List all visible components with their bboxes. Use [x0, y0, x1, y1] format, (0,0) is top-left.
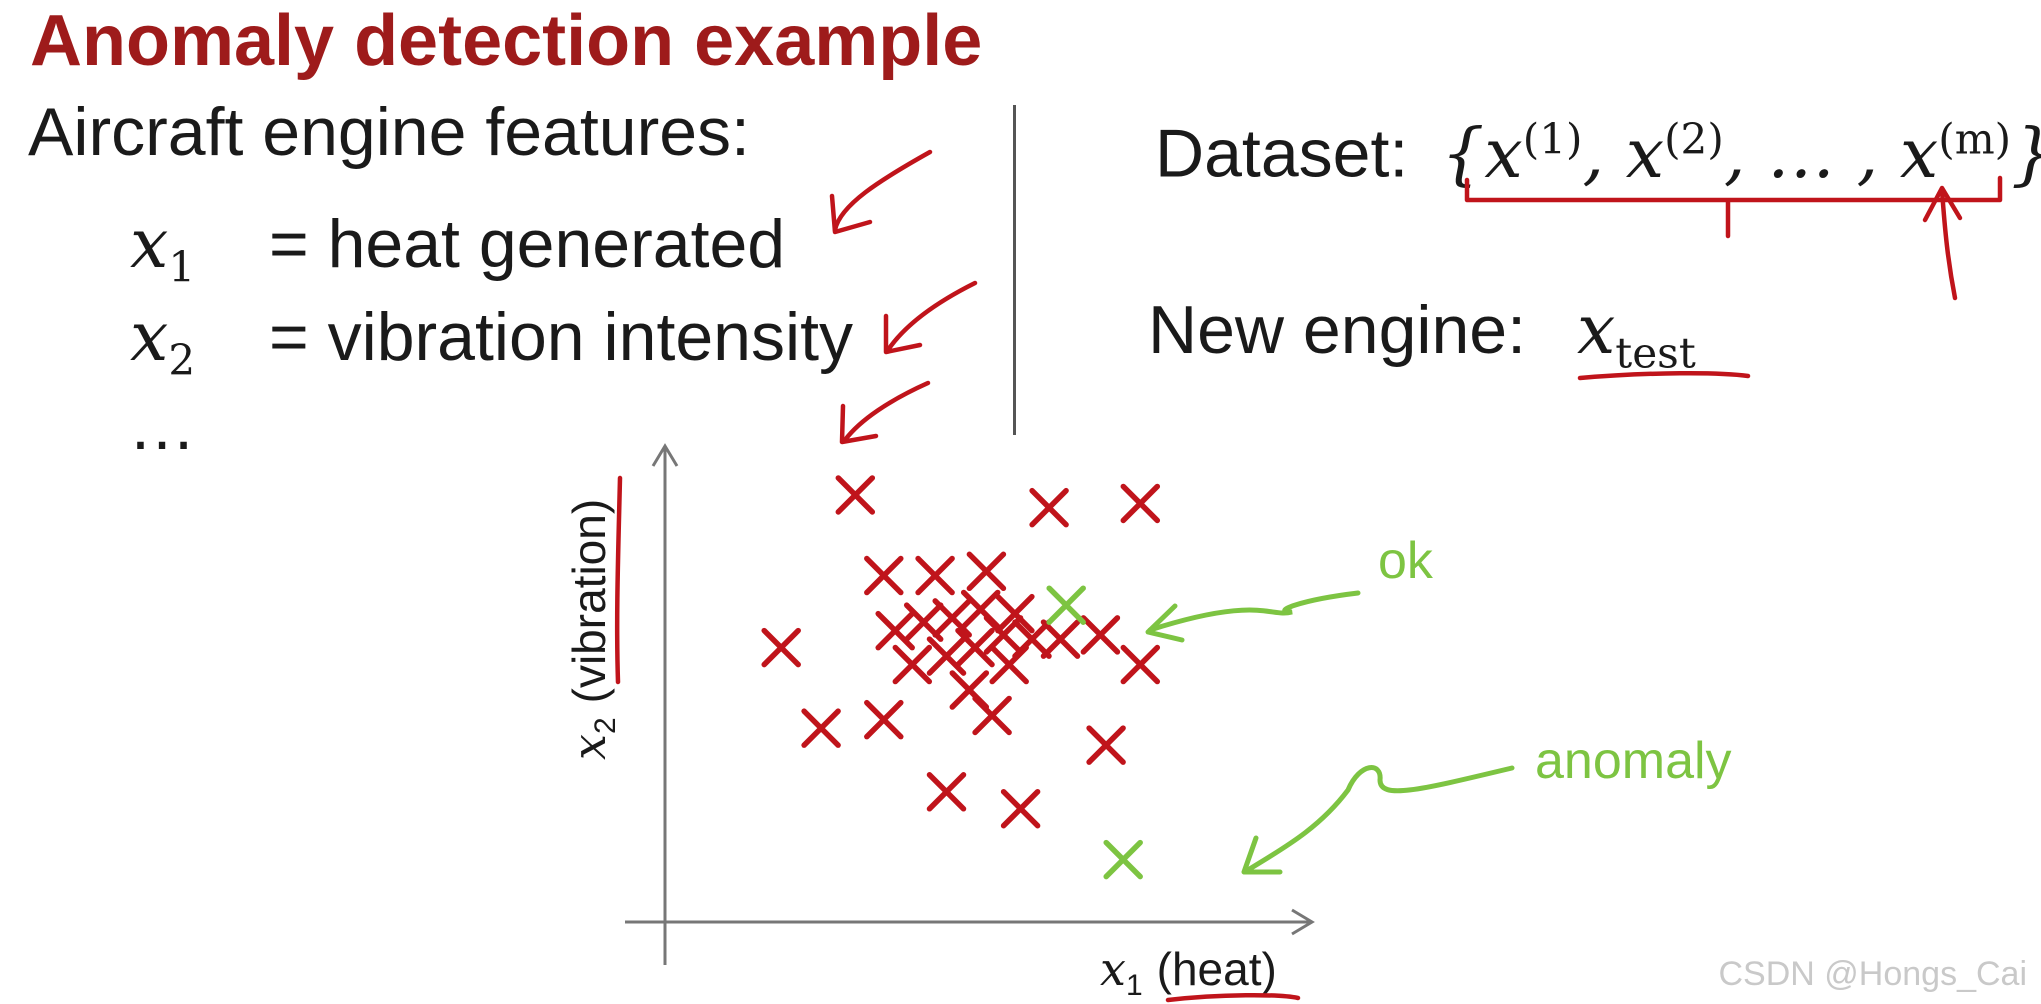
dataset-brace	[1464, 175, 2003, 239]
data-point-16	[955, 627, 995, 668]
x-axis-label: x1 (heat)	[1100, 942, 1277, 1002]
slide-title: Anomaly detection example	[30, 1, 983, 81]
x-axis-arrow	[1291, 908, 1315, 936]
feature-2-var: x2	[130, 298, 196, 385]
xlabel-underline	[1165, 992, 1301, 1003]
xtest-underline	[1577, 370, 1751, 381]
feature-line-2: x2 = vibration intensity	[130, 303, 853, 382]
anomaly-label: anomaly	[1535, 732, 1732, 790]
data-point-1	[835, 475, 876, 515]
data-point-7	[915, 555, 955, 596]
data-point-20	[1080, 615, 1121, 655]
ok-arrow	[1147, 590, 1361, 633]
feature-1-desc: = heat generated	[269, 206, 786, 282]
data-point-9	[875, 610, 915, 651]
dataset-m-arrow-head	[1922, 185, 1963, 223]
scatter-marks	[761, 475, 1161, 880]
new-engine-line: New engine: xtest	[1148, 296, 1696, 375]
data-point-26	[1086, 725, 1126, 765]
data-point-15	[926, 636, 967, 676]
watermark: CSDN @Hongs_Cai	[1718, 955, 2027, 993]
arrow-to-feature-2	[885, 280, 978, 353]
ok-arrow-head	[1145, 603, 1185, 643]
data-point-4	[761, 627, 801, 668]
highlight-point-2	[1103, 839, 1143, 880]
dataset-set: {x(1), x(2), … , x(m)}	[1441, 114, 2041, 194]
dataset-line: Dataset: {x(1), x(2), … , x(m)}	[1155, 115, 2041, 192]
data-point-24	[972, 695, 1012, 736]
data-point-13	[995, 593, 1035, 634]
axes	[625, 443, 1315, 965]
ylabel-underline	[614, 475, 623, 685]
feature-1-var: x1	[130, 205, 196, 292]
vertical-divider	[1013, 105, 1016, 435]
arrow-to-feature-2-head	[883, 313, 923, 355]
feature-2-desc: = vibration intensity	[269, 299, 853, 375]
features-heading: Aircraft engine features:	[28, 94, 750, 170]
ellipsis: …	[128, 388, 196, 464]
data-point-3	[1120, 483, 1161, 524]
dataset-label: Dataset:	[1155, 115, 1409, 192]
new-engine-label: New engine:	[1148, 292, 1527, 368]
data-point-19	[1040, 619, 1081, 659]
data-point-23	[864, 699, 904, 740]
ok-label: ok	[1378, 532, 1434, 590]
data-point-5	[801, 708, 841, 748]
data-point-11	[932, 598, 972, 638]
data-point-2	[1029, 487, 1069, 528]
new-engine-var: xtest	[1576, 291, 1696, 378]
y-axis-arrow	[651, 443, 679, 467]
arrow-to-ellipsis-head	[839, 403, 879, 445]
feature-line-1: x1 = heat generated	[130, 210, 785, 289]
arrow-to-heading-head	[829, 193, 873, 235]
arrow-to-ellipsis	[842, 380, 931, 443]
y-axis-label: x2(vibration)	[562, 499, 622, 760]
arrow-to-heading	[832, 149, 933, 233]
data-point-6	[864, 555, 904, 596]
data-point-8	[966, 551, 1007, 592]
data-point-27	[926, 772, 967, 812]
data-point-25	[1120, 644, 1161, 685]
red-ink-annotations	[614, 149, 2003, 1003]
anomaly-arrow-head	[1241, 835, 1283, 875]
anomaly-arrow	[1245, 765, 1515, 873]
data-point-14	[892, 644, 933, 685]
dataset-m-arrow	[1939, 187, 1958, 301]
data-point-28	[1000, 788, 1041, 829]
data-point-22	[989, 644, 1029, 685]
highlight-point-1	[1046, 585, 1086, 625]
